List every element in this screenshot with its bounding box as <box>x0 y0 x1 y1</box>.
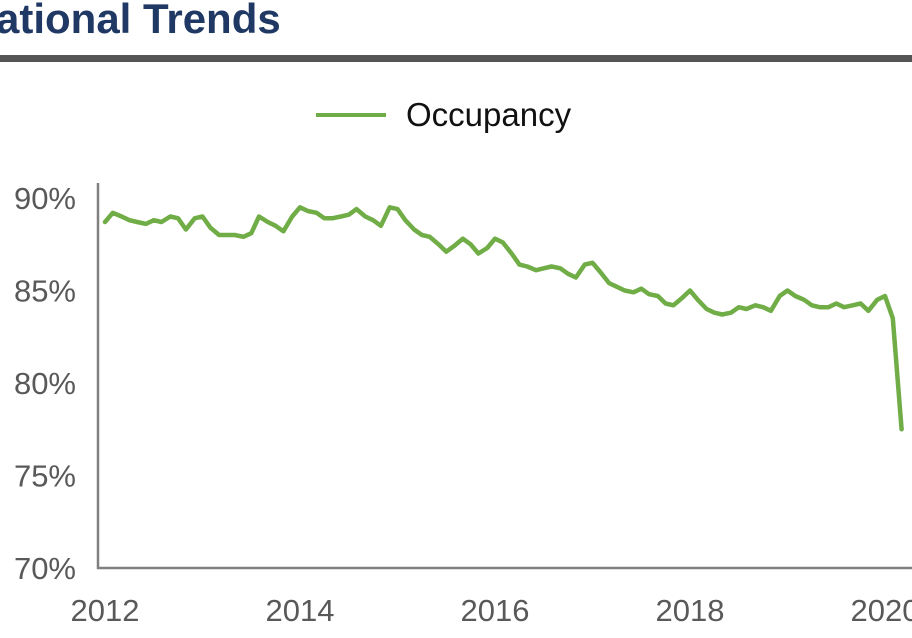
x-tick-label: 2012 <box>71 593 140 628</box>
x-tick-label: 2020 <box>851 593 912 628</box>
occupancy-series-line <box>102 205 904 432</box>
y-tick-labels: 70% 75% 80% 85% 90% <box>14 181 76 586</box>
x-tick-label: 2018 <box>656 593 725 628</box>
x-tick-label: 2014 <box>266 593 335 628</box>
x-tick-labels: 2012 2014 2016 2018 2020 <box>71 593 912 628</box>
y-tick-label: 80% <box>14 366 76 401</box>
legend-label-occupancy: Occupancy <box>406 96 572 133</box>
y-tick-label: 75% <box>14 459 76 494</box>
page-title: ational Trends <box>0 0 281 42</box>
chart-axes <box>96 183 912 570</box>
y-tick-label: 90% <box>14 181 76 216</box>
x-tick-label: 2016 <box>461 593 530 628</box>
y-tick-label: 85% <box>14 274 76 309</box>
legend-swatch-occupancy <box>316 112 386 117</box>
title-divider <box>0 55 912 62</box>
y-tick-label: 70% <box>14 551 76 586</box>
chart-legend: Occupancy <box>316 98 571 131</box>
